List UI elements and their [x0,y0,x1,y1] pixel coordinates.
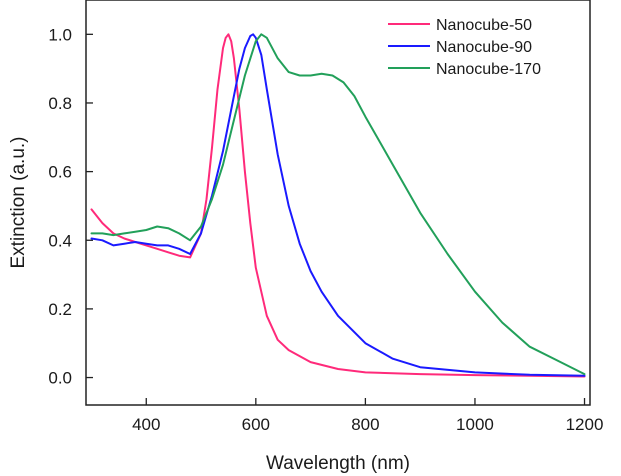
x-axis-title: Wavelength (nm) [266,453,410,474]
y-tick-label: 0.0 [48,369,72,388]
y-tick-label: 0.2 [48,300,72,319]
x-tick-label: 400 [132,415,160,434]
plot-border [85,0,591,406]
legend-label: Nanocube-170 [436,61,541,78]
legend-label: Nanocube-90 [436,39,532,56]
plot-frame [85,0,591,406]
y-tick-label: 0.8 [48,94,72,113]
y-axis-title: Extinction (a.u.) [8,137,29,269]
series-line-nanocube-170 [90,33,586,376]
y-axis: 0.0 0.2 0.4 0.6 0.8 1.0 [48,25,93,388]
y-tick-label: 0.4 [48,231,72,250]
legend-label: Nanocube-50 [436,17,532,34]
series-layer [90,33,586,378]
y-tick-label: 1.0 [48,25,72,44]
y-tick-label: 0.6 [48,163,72,182]
legend: Nanocube-50 Nanocube-90 Nanocube-170 [388,17,541,78]
x-axis: 400 600 800 1000 1200 [132,398,603,434]
series-line-nanocube-90 [90,33,586,377]
series-line-nanocube-50 [90,33,586,378]
x-tick-label: 1200 [566,415,604,434]
x-tick-label: 800 [351,415,379,434]
x-tick-label: 600 [242,415,270,434]
x-tick-label: 1000 [456,415,494,434]
